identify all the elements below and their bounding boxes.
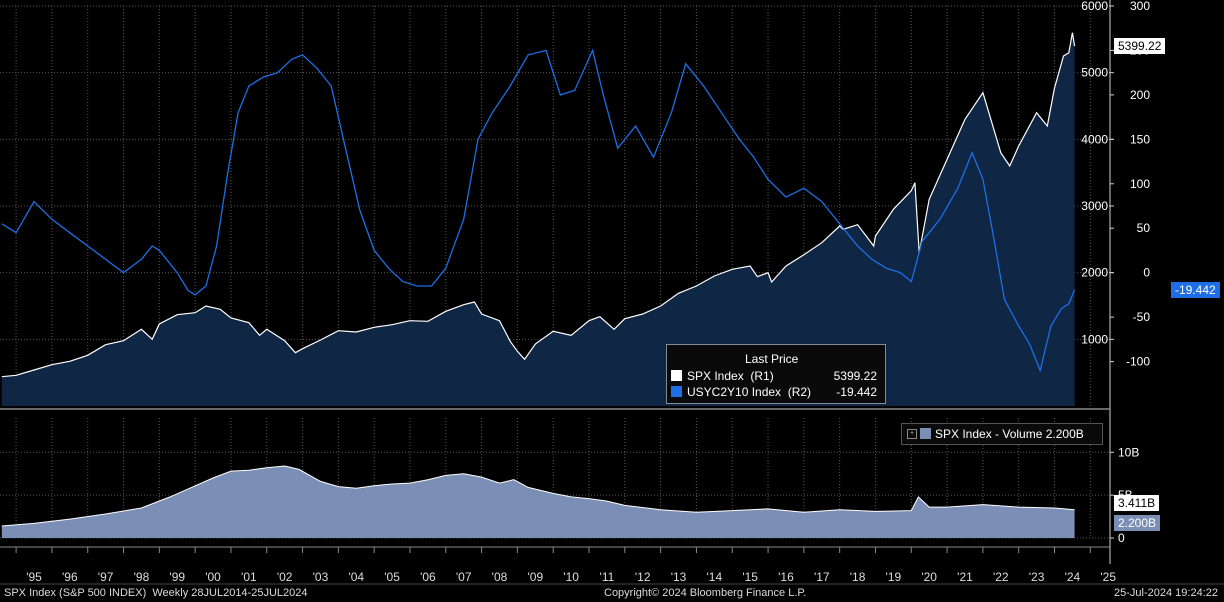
x-tick-label: '16 bbox=[778, 570, 794, 584]
volume-area bbox=[1, 466, 1075, 538]
x-tick-label: '17 bbox=[814, 570, 830, 584]
volume-legend-swatch bbox=[920, 428, 931, 439]
x-tick-label: '21 bbox=[957, 570, 973, 584]
x-tick-label: '95 bbox=[26, 570, 42, 584]
usyc2y10-line bbox=[1, 48, 1076, 373]
spx-area bbox=[1, 32, 1075, 406]
r1-tick-label: 5000 bbox=[1081, 66, 1108, 80]
r2-tick-label: -50 bbox=[1133, 310, 1151, 324]
x-tick-label: '12 bbox=[635, 570, 651, 584]
price-lines-layer bbox=[1, 32, 1076, 378]
last-value-tag-volume: 2.200B bbox=[1114, 515, 1161, 532]
x-tick-label: '08 bbox=[492, 570, 508, 584]
toggle-icon[interactable]: + bbox=[907, 429, 917, 439]
r1-tick-label: 3000 bbox=[1081, 199, 1108, 213]
x-tick-label: '15 bbox=[742, 570, 758, 584]
footer-timestamp: 25-Jul-2024 19:24:22 bbox=[1114, 587, 1218, 599]
x-tick-label: '96 bbox=[62, 570, 78, 584]
legend-row-spx: SPX Index (R1) 5399.22 bbox=[671, 369, 881, 383]
axes-layer bbox=[0, 0, 1224, 585]
volume-legend-label: SPX Index - Volume 2.200B bbox=[935, 427, 1084, 441]
x-tick-label: '10 bbox=[563, 570, 579, 584]
r2-tick-label: 300 bbox=[1130, 0, 1150, 13]
last-price-legend: Last Price SPX Index (R1) 5399.22 USYC2Y… bbox=[666, 344, 886, 404]
last-value-tag-usyc: -19.442 bbox=[1171, 281, 1220, 298]
x-tick-label: '14 bbox=[707, 570, 723, 584]
x-tick-label: '03 bbox=[313, 570, 329, 584]
x-tick-label: '24 bbox=[1065, 570, 1081, 584]
r1-tick-label: 2000 bbox=[1081, 266, 1108, 280]
x-tick-label: '22 bbox=[993, 570, 1009, 584]
volume-area-layer bbox=[1, 465, 1075, 538]
r2-tick-label: 100 bbox=[1130, 177, 1150, 191]
x-tick-label: '06 bbox=[420, 570, 436, 584]
r2-tick-label: 50 bbox=[1137, 221, 1151, 235]
last-value-tag-spx: 5399.22 bbox=[1114, 38, 1166, 55]
x-tick-label: '01 bbox=[241, 570, 257, 584]
x-tick-label: '02 bbox=[277, 570, 293, 584]
r2-tick-label: 150 bbox=[1130, 132, 1150, 146]
x-tick-label: '99 bbox=[169, 570, 185, 584]
r1-tick-label: 6000 bbox=[1081, 0, 1108, 13]
r1-tick-label: 4000 bbox=[1081, 132, 1108, 146]
legend-row-usyc: USYC2Y10 Index (R2) -19.442 bbox=[671, 385, 881, 399]
legend-value-spx: 5399.22 bbox=[833, 369, 877, 383]
volume-tick-label: 10B bbox=[1118, 445, 1139, 459]
legend-name-spx: SPX Index (R1) bbox=[687, 369, 774, 383]
x-tick-label: '98 bbox=[134, 570, 150, 584]
x-tick-label: '19 bbox=[886, 570, 902, 584]
x-tick-label: '18 bbox=[850, 570, 866, 584]
x-tick-label: '05 bbox=[384, 570, 400, 584]
volume-legend[interactable]: + SPX Index - Volume 2.200B bbox=[901, 423, 1103, 445]
x-tick-label: '23 bbox=[1029, 570, 1045, 584]
legend-title: Last Price bbox=[745, 352, 799, 366]
footer-copyright: Copyright© 2024 Bloomberg Finance L.P. bbox=[604, 587, 807, 599]
spx-area-layer bbox=[1, 32, 1075, 406]
x-axis-labels: '95 '96 '97 '98 '99 '00 '01 '02 '03 '04 '05 '06 '07 '… bbox=[15, 547, 1116, 584]
x-tick-label: '20 bbox=[921, 570, 937, 584]
r2-axis-labels: -100-50050100150200250300 bbox=[1110, 0, 1150, 369]
volume-average-line bbox=[1, 465, 1075, 527]
legend-name-usyc: USYC2Y10 Index (R2) bbox=[687, 385, 812, 399]
r2-tick-label: 0 bbox=[1143, 266, 1150, 280]
volume-tick-label: 0 bbox=[1118, 531, 1125, 545]
legend-swatch-usyc bbox=[671, 386, 682, 397]
x-tick-label: '97 bbox=[98, 570, 114, 584]
x-tick-label: '11 bbox=[600, 570, 615, 584]
x-tick-label: '25 bbox=[1100, 570, 1116, 584]
x-tick-label: '13 bbox=[671, 570, 687, 584]
r2-tick-label: 200 bbox=[1130, 88, 1150, 102]
x-tick-label: '07 bbox=[456, 570, 472, 584]
x-tick-label: '00 bbox=[205, 570, 221, 584]
footer-security-info: SPX Index (S&P 500 INDEX) Weekly 28JUL20… bbox=[4, 587, 308, 599]
x-tick-label: '04 bbox=[348, 570, 364, 584]
spx-line bbox=[1, 32, 1076, 378]
legend-swatch-spx bbox=[671, 370, 682, 381]
r1-tick-label: 1000 bbox=[1081, 332, 1108, 346]
r2-tick-label: -100 bbox=[1126, 355, 1150, 369]
last-value-tag-volume-avg: 3.411B bbox=[1114, 494, 1160, 511]
r1-axis-labels: 1000 2000 3000 4000 5000 6000 bbox=[1081, 0, 1114, 346]
legend-value-usyc: -19.442 bbox=[836, 385, 877, 399]
x-tick-label: '09 bbox=[527, 570, 543, 584]
